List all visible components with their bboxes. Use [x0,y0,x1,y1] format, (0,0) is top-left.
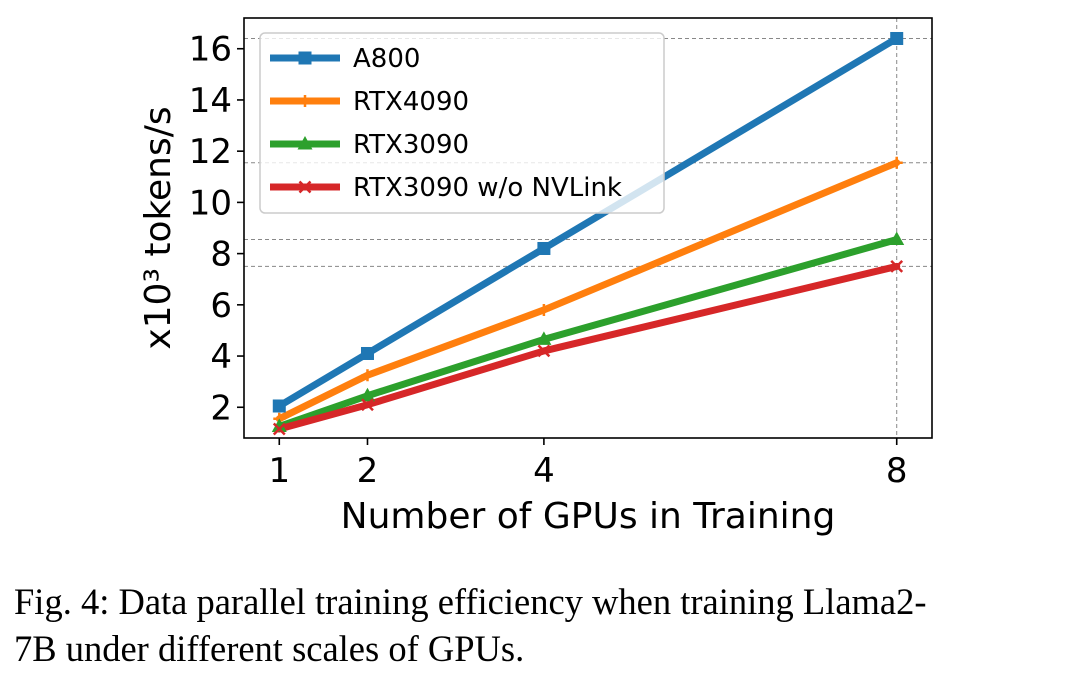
legend-label: RTX3090 [353,130,469,160]
legend-label: RTX4090 [353,87,469,117]
legend-box [259,32,665,214]
y-tick-label: 16 [189,30,232,70]
data-point [889,231,905,246]
y-tick-label: 14 [189,81,232,121]
x-axis: 1 2 4 8 [268,438,908,491]
legend-marker [299,95,311,107]
legend: A800 RTX4090 RTX3090 RTX3090 w/o NVLink [259,32,665,214]
legend-marker [297,136,313,150]
x-tick-label: 4 [533,451,555,491]
y-tick-label: 8 [210,235,232,275]
series-line-2 [275,236,901,430]
y-axis-title: x10³ tokens/s [138,106,179,349]
legend-marker [298,180,312,194]
data-point [537,303,550,316]
data-point [359,387,375,402]
legend-label: A800 [353,44,420,74]
series-lines [275,34,901,433]
data-point [537,241,551,255]
x-tick-label: 1 [268,451,290,491]
data-point [360,346,374,360]
data-point [536,331,552,345]
y-tick-label: 12 [189,132,232,172]
series-markers [271,31,905,436]
y-tick-label: 2 [210,388,232,428]
series-line-1 [275,159,901,423]
data-point [271,418,287,432]
data-point [890,31,904,45]
data-point [890,260,904,273]
series-line-3 [275,262,901,433]
y-tick-label: 10 [189,183,232,223]
data-point [361,398,374,412]
legend-marker [298,51,312,65]
plot-frame [243,17,933,439]
legend-label: RTX3090 w/o NVLink [353,173,622,203]
y-tick-label: 4 [210,337,232,377]
y-axis: 2 4 6 8 10 12 14 16 [189,30,244,428]
x-tick-label: 8 [886,451,908,491]
y-tick-label: 6 [210,286,232,326]
data-point [272,422,286,436]
figure-caption: Fig. 4: Data parallel training efficienc… [14,578,1070,672]
x-tick-label: 2 [357,451,379,491]
x-axis-title: Number of GPUs in Training [341,496,836,537]
series-line-0 [275,34,901,410]
data-point [361,369,374,382]
data-point [890,156,903,169]
data-point [272,399,286,413]
caption-line-1: Fig. 4: Data parallel training efficienc… [14,581,927,622]
legend-items: A800 RTX4090 RTX3090 RTX3090 w/o NVLink [270,44,622,203]
data-point [537,344,551,358]
caption-line-2: 7B under different scales of GPUs. [14,628,525,669]
